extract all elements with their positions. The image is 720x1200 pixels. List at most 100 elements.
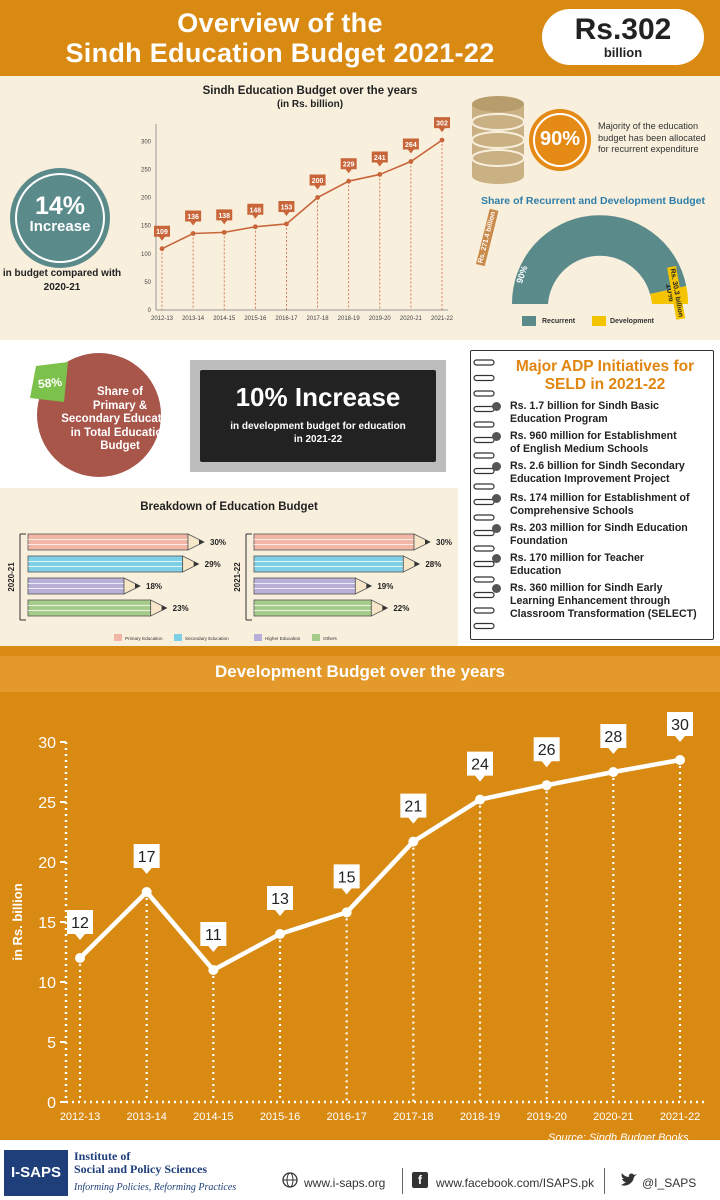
x-tick-label: 2019-20 (369, 316, 392, 322)
spiral-ring (473, 607, 495, 614)
y-tick-label: 30 (38, 735, 56, 752)
data-label: 109 (156, 229, 168, 236)
data-label-tag (402, 138, 419, 154)
facebook-icon: f (412, 1172, 428, 1188)
bullet-icon (492, 584, 501, 593)
chart1-subtitle: (in Rs. billion) (276, 99, 344, 110)
total-budget-unit: billion (603, 45, 643, 60)
header-title-line1: Overview of the (177, 8, 383, 38)
data-label-tag (133, 844, 160, 874)
primary-share-badge (30, 362, 68, 402)
legend-development-label: Development (610, 318, 654, 325)
data-point (377, 172, 383, 177)
legend-swatch (174, 634, 182, 641)
pencil-lead (199, 539, 204, 545)
spiral-ring (473, 452, 495, 459)
pencil-tip (123, 577, 141, 595)
legend-swatch (312, 634, 320, 641)
legend-development-swatch (592, 316, 606, 326)
data-label-tag (333, 864, 360, 895)
data-label: 136 (187, 214, 199, 221)
data-point (341, 907, 352, 918)
data-label: 302 (436, 121, 448, 128)
x-tick-label: 2021-22 (431, 316, 454, 322)
data-label-tag (533, 737, 560, 768)
data-label: 200 (312, 178, 324, 185)
adp-item: Rs. 1.7 billion for Sindh Basic Education… (492, 400, 720, 426)
coin-stack-icon (471, 96, 525, 184)
website-link[interactable]: www.i-saps.org (304, 1176, 386, 1190)
x-tick-label: 2019-20 (526, 1111, 566, 1123)
dev-increase-line1: in development budget for education (230, 421, 406, 432)
spiral-ring (473, 545, 495, 552)
pencil-lead (425, 539, 430, 545)
development-section (0, 646, 720, 1140)
budget-line-chart: 0 50 100 150 200 250 300 2012-13 2013-14 2014-15 2… (141, 117, 454, 322)
recurrent-percent-badge (529, 109, 591, 171)
y-tick-label: 10 (38, 975, 56, 992)
adp-item: Rs. 170 million for Teacher Education (492, 552, 720, 578)
dev-chart-title: Development Budget over the years (214, 662, 506, 681)
data-point (275, 929, 285, 939)
spiral-ring (473, 529, 495, 537)
pencil-tip (370, 599, 389, 617)
adp-item-line: Rs. 1.7 billion for Sindh Basic (510, 400, 659, 412)
data-point (190, 231, 196, 236)
y-tick-label: 250 (141, 167, 152, 173)
y-tick-label: 0 (47, 1095, 56, 1112)
data-point (408, 836, 419, 847)
data-label-tag (434, 117, 450, 133)
legend-recurrent-label: Recurrent (542, 318, 576, 325)
x-tick-label: 2013-14 (126, 1111, 166, 1123)
twitter-link[interactable]: @I_SAPS (642, 1176, 697, 1190)
x-tick-label: 2020-21 (593, 1111, 633, 1123)
primary-share-line3: Secondary Education (61, 413, 179, 425)
x-tick-label: 2018-19 (338, 316, 361, 322)
recurrent-note: Majority of the education budget has bee… (598, 121, 718, 156)
globe-icon (282, 1172, 298, 1188)
data-label-tag (247, 203, 264, 219)
total-budget-badge: Rs.302 billion (542, 9, 704, 65)
pencil-lead (382, 605, 388, 611)
recurrent-note-line3: for recurrent expenditure (598, 144, 699, 154)
data-label: 17 (138, 849, 156, 866)
data-label: 30 (671, 717, 689, 734)
facebook-link[interactable]: www.facebook.com/ISAPS.pk (436, 1176, 595, 1190)
primary-share-line5: Budget (100, 440, 140, 452)
spiral-ring (473, 359, 495, 366)
spiral-ring (473, 576, 495, 583)
adp-item-line: Education Improvement Project (510, 473, 670, 485)
data-label: 138 (218, 213, 230, 220)
pencil-lead (366, 583, 372, 589)
pencil-lead (193, 561, 199, 567)
pencil-lead (414, 561, 420, 567)
data-point (541, 780, 552, 791)
pencil-lead (135, 583, 140, 589)
adp-item: Rs. 2.6 billion for Sindh Secondary Educa… (492, 460, 720, 486)
pencil-tip (354, 577, 373, 595)
share-title: Share of Recurrent and Development Budge… (480, 195, 706, 207)
y-tick-label: 5 (47, 1035, 56, 1052)
data-point (141, 887, 152, 897)
legend-label: Secondary Education (185, 636, 229, 641)
twitter-icon (621, 1173, 637, 1186)
primary-share-line4: in Total Education (70, 426, 170, 439)
data-label-tag (400, 793, 427, 824)
data-label-tag (467, 751, 493, 782)
pencil-lead (161, 605, 167, 611)
increase-badge-circle (10, 168, 110, 268)
bullet-icon (492, 432, 501, 441)
adp-initiatives-box (470, 350, 714, 640)
data-point (408, 159, 414, 164)
data-label-tag (371, 151, 388, 167)
header-title-line2: Sindh Education Budget 2021-22 (65, 38, 495, 68)
footer-divider (604, 1168, 605, 1194)
dev-increase-line2: in 2021-22 (293, 434, 343, 445)
spiral-ring (473, 467, 495, 475)
dev-increase-card (200, 370, 436, 462)
data-point (208, 965, 219, 975)
notebook-spiral (473, 359, 495, 630)
primary-share-line2: Primary & (92, 399, 148, 412)
adp-item-line: Rs. 203 million for Sindh Education (510, 522, 688, 534)
x-tick-label: 2014-15 (213, 316, 236, 322)
